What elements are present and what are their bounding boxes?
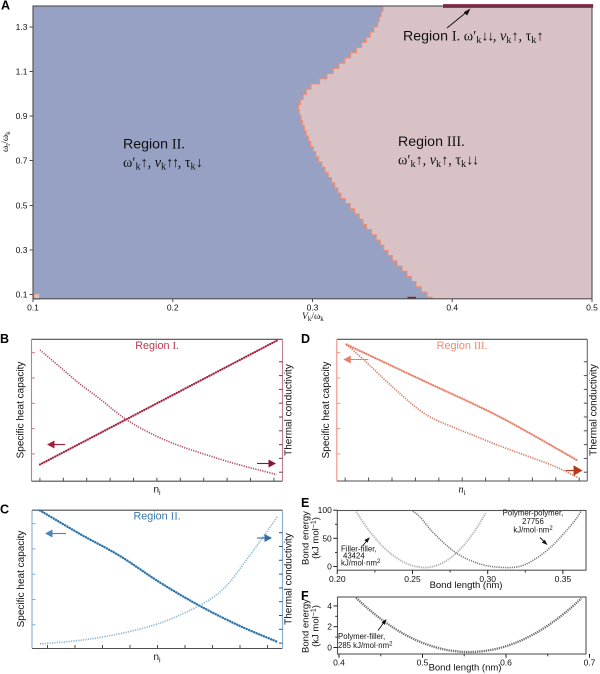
- svg-text:Thermal conductivity: Thermal conductivity: [284, 364, 295, 456]
- svg-text:4: 4: [327, 601, 332, 611]
- svg-text:0.1: 0.1: [27, 303, 39, 313]
- svg-text:D: D: [301, 332, 310, 346]
- svg-text:0.1: 0.1: [16, 290, 28, 300]
- svg-text:Specific heat capacity: Specific heat capacity: [16, 362, 27, 459]
- svg-text:Region II.: Region II.: [123, 137, 185, 153]
- svg-text:Bond length (nm): Bond length (nm): [430, 580, 503, 591]
- svg-text:0.3: 0.3: [307, 303, 319, 313]
- svg-text:A: A: [1, 0, 10, 13]
- svg-text:kJ/mol·nm2: kJ/mol·nm2: [341, 559, 381, 568]
- svg-text:0: 0: [327, 643, 332, 653]
- svg-text:Region II.: Region II.: [133, 511, 180, 523]
- svg-text:Region III.: Region III.: [398, 134, 465, 150]
- svg-text:0.2: 0.2: [167, 303, 179, 313]
- svg-text:ω′k↑, νk↑↑, τk↓: ω′k↑, νk↑↑, τk↓: [123, 155, 203, 173]
- svg-text:C: C: [0, 503, 9, 517]
- svg-text:27756: 27756: [522, 517, 544, 526]
- svg-text:Region I. ω′k↓↓, νk↑, τk↑: Region I. ω′k↓↓, νk↑, τk↑: [403, 29, 543, 47]
- svg-text:(kJ mol−1): (kJ mol−1): [311, 517, 322, 559]
- svg-text:Specific heat capacity: Specific heat capacity: [321, 362, 332, 459]
- svg-text:0.4: 0.4: [446, 303, 458, 313]
- svg-text:0.7: 0.7: [16, 156, 28, 166]
- svg-text:0.5: 0.5: [586, 303, 598, 313]
- svg-text:0.5: 0.5: [16, 201, 28, 211]
- svg-text:0.20: 0.20: [329, 574, 346, 584]
- svg-text:0: 0: [327, 562, 332, 572]
- svg-text:Thermal conductivity: Thermal conductivity: [284, 533, 295, 625]
- svg-text:Polymer-filler,: Polymer-filler,: [338, 632, 385, 641]
- svg-text:ni: ni: [153, 652, 161, 665]
- svg-text:100: 100: [318, 505, 332, 515]
- svg-text:Region III.: Region III.: [437, 340, 488, 352]
- svg-text:Bond length (nm): Bond length (nm): [429, 663, 502, 674]
- svg-text:0.7: 0.7: [584, 658, 596, 668]
- svg-text:Region I.: Region I.: [135, 340, 179, 352]
- svg-text:0.35: 0.35: [555, 574, 572, 584]
- svg-text:Bond energy: Bond energy: [301, 511, 312, 565]
- svg-text:50: 50: [322, 533, 332, 543]
- svg-text:Polymer-polymer,: Polymer-polymer,: [503, 509, 564, 518]
- svg-text:0.6: 0.6: [500, 658, 512, 668]
- svg-text:0.5: 0.5: [417, 658, 429, 668]
- svg-text:(kJ mol−1): (kJ mol−1): [311, 605, 322, 647]
- svg-text:1.3: 1.3: [16, 22, 28, 32]
- svg-text:0.4: 0.4: [333, 658, 345, 668]
- svg-text:Bond energy: Bond energy: [301, 599, 312, 653]
- svg-text:43424: 43424: [343, 552, 365, 561]
- svg-text:ωt/ωk: ωt/ωk: [1, 131, 12, 152]
- svg-text:0.25: 0.25: [404, 574, 421, 584]
- svg-text:F: F: [301, 589, 309, 603]
- svg-text:E: E: [301, 496, 309, 510]
- svg-text:Specific heat capacity: Specific heat capacity: [16, 531, 27, 628]
- svg-text:0.3: 0.3: [16, 245, 28, 255]
- svg-text:ω′k↑, νk↑, τk↓↓: ω′k↑, νk↑, τk↓↓: [398, 153, 478, 171]
- svg-text:ni: ni: [458, 485, 465, 498]
- svg-text:0.30: 0.30: [479, 574, 496, 584]
- svg-text:Vk/ωk: Vk/ωk: [302, 312, 324, 323]
- svg-text:Thermal conductivity: Thermal conductivity: [588, 364, 599, 456]
- svg-text:0.9: 0.9: [16, 111, 28, 121]
- svg-text:B: B: [0, 332, 9, 346]
- svg-text:2: 2: [327, 622, 332, 632]
- svg-text:285 kJ/mol·nm2: 285 kJ/mol·nm2: [338, 641, 393, 650]
- svg-text:ni: ni: [153, 485, 161, 498]
- svg-text:kJ/mol·nm2: kJ/mol·nm2: [513, 526, 553, 535]
- svg-text:Filler-filler,: Filler-filler,: [341, 545, 377, 554]
- svg-text:1.1: 1.1: [16, 67, 28, 77]
